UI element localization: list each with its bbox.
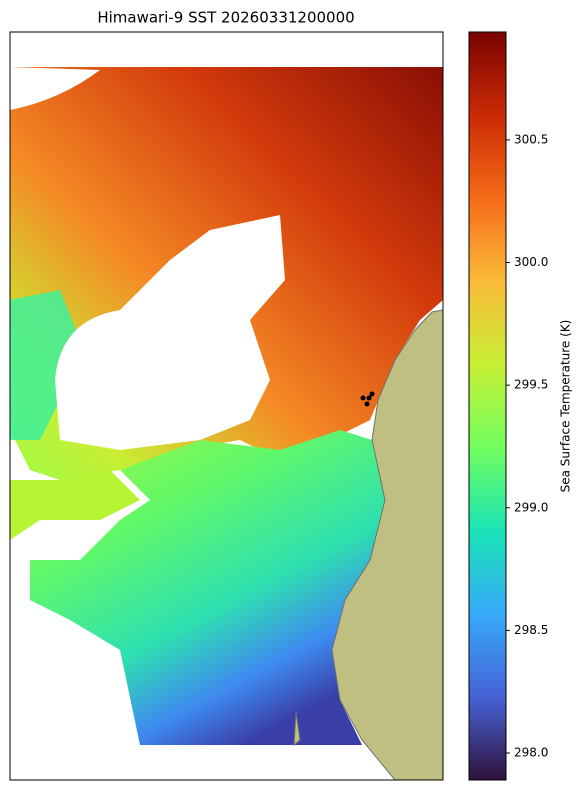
marker	[369, 391, 375, 397]
colorbar	[468, 31, 507, 781]
chart-title: Himawari-9 SST 20260331200000	[97, 9, 354, 27]
cloud-gap	[55, 215, 285, 450]
map-frame	[9, 31, 444, 781]
island	[293, 711, 301, 747]
cool-patch	[10, 290, 80, 440]
colorbar-tick-label: 299.0	[514, 500, 548, 514]
map	[9, 31, 444, 781]
cool-region	[30, 430, 385, 745]
colorbar-tick-label: 298.0	[514, 746, 548, 760]
station-markers	[360, 391, 375, 407]
land	[331, 309, 444, 781]
colorbar-label: Sea Surface Temperature (K)	[559, 320, 573, 493]
marker	[360, 395, 366, 401]
marker	[364, 401, 370, 407]
colorbar-tick-label: 299.5	[514, 378, 548, 392]
marker	[366, 395, 372, 401]
field-patch	[10, 470, 140, 540]
cloud-gap	[10, 67, 100, 110]
colorbar-tick-label: 300.0	[514, 255, 548, 269]
colorbar-tick-label: 300.5	[514, 132, 548, 146]
colorbar-tick-label: 298.5	[514, 623, 548, 637]
